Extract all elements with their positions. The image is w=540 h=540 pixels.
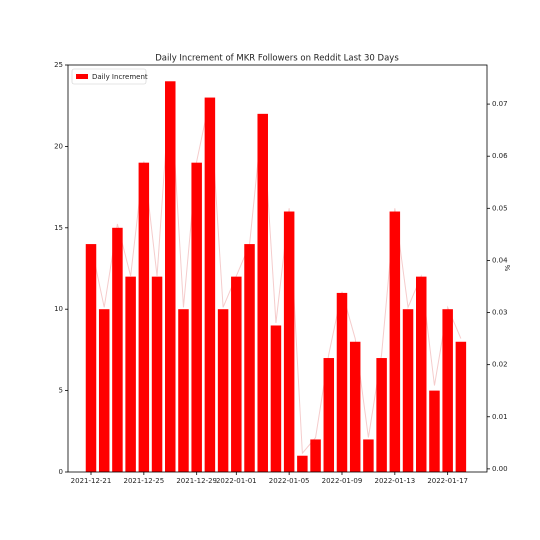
chart-title: Daily Increment of MKR Followers on Redd… (155, 54, 399, 64)
y2-tick-label: 0.00 (492, 465, 508, 473)
bar (165, 81, 176, 472)
bar (257, 113, 268, 472)
x-tick-label: 2022-01-05 (269, 477, 310, 485)
x-tick-label: 2022-01-01 (216, 477, 257, 485)
bar (336, 292, 348, 472)
legend-label: Daily Increment (92, 73, 148, 81)
bar (416, 276, 427, 472)
plot-frame (67, 64, 488, 473)
legend-box (71, 68, 147, 85)
x-tick-label: 2022-01-09 (322, 477, 363, 485)
y2-tick-label: 0.03 (492, 309, 508, 317)
bar (442, 309, 453, 472)
x-tick-label: 2021-12-29 (176, 477, 217, 485)
y-tick-label: 5 (59, 387, 63, 395)
bar (376, 358, 387, 472)
x-tick-label: 2022-01-17 (427, 477, 468, 485)
bar (125, 276, 136, 472)
y-tick-label: 10 (54, 305, 63, 313)
y-tick-label: 25 (54, 61, 63, 69)
legend-swatch (76, 74, 88, 79)
y2-tick-label: 0.01 (492, 413, 508, 421)
bar (323, 358, 335, 472)
x-tick-label: 2021-12-21 (71, 477, 112, 485)
bar (85, 244, 97, 472)
bar (112, 227, 123, 472)
bar (402, 309, 414, 472)
y2-tick-label: 0.05 (492, 204, 508, 212)
bar (178, 309, 189, 472)
bar (363, 439, 374, 472)
bar (389, 211, 401, 472)
bar (244, 244, 255, 472)
bar (455, 341, 467, 472)
bar (283, 211, 295, 472)
bar (349, 341, 361, 472)
bar (231, 276, 242, 472)
y-tick-label: 20 (54, 142, 63, 150)
x-tick-label: 2021-12-25 (123, 477, 164, 485)
bar (98, 309, 110, 472)
bar (270, 325, 282, 472)
y2-tick-label: 0.07 (492, 100, 508, 108)
bar (191, 162, 202, 472)
bar (151, 276, 163, 472)
x-tick-label: 2022-01-13 (374, 477, 415, 485)
y2-tick-label: 0.02 (492, 361, 508, 369)
bar (204, 97, 216, 472)
y2-tick-label: 0.06 (492, 152, 508, 160)
bar (310, 439, 321, 472)
y-tick-label: 0 (59, 468, 63, 476)
y2-tick-label: 0.04 (492, 256, 508, 264)
bar (138, 162, 150, 472)
y2-axis-label: % (504, 264, 512, 271)
y-tick-label: 15 (54, 224, 63, 232)
bar (217, 309, 229, 472)
bar (297, 455, 308, 472)
bar (429, 390, 440, 472)
